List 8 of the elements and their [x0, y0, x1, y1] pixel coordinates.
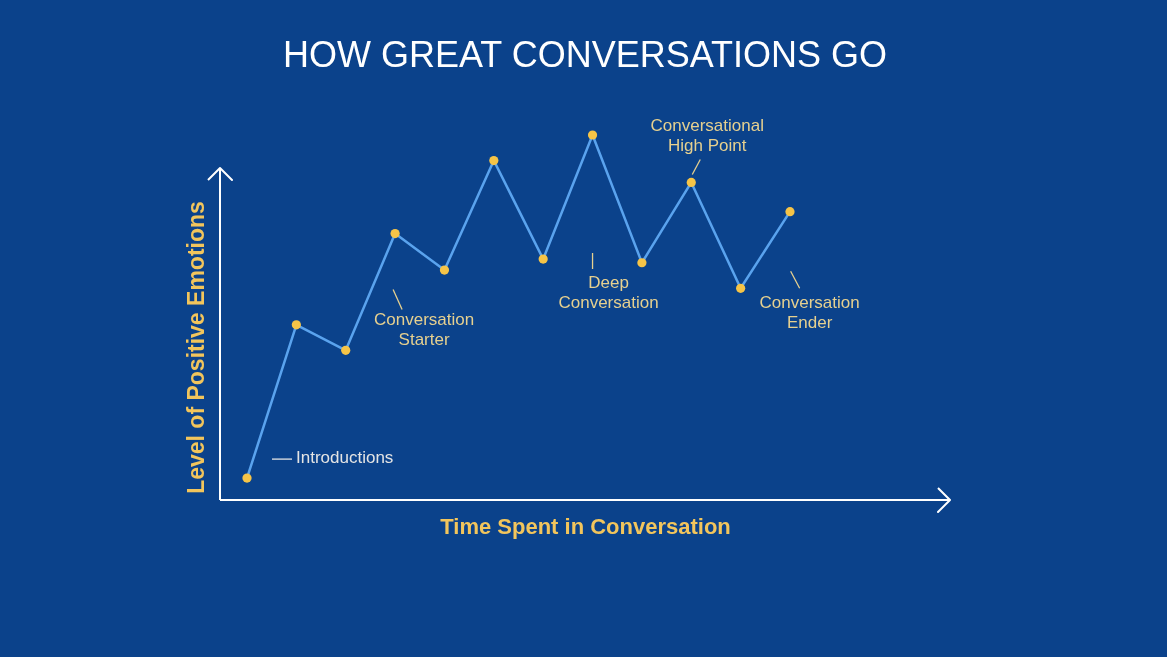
y-axis-title: Level of Positive Emotions [182, 201, 209, 494]
annotation: Conversational High Point [650, 116, 764, 156]
annotation: Introductions [296, 448, 394, 468]
x-axis-title: Time Spent in Conversation [440, 513, 731, 539]
chart-title: HOW GREAT CONVERSATIONS GO [282, 34, 888, 76]
annotation: Deep Conversation [558, 273, 659, 312]
annotation: Conversation Starter [374, 309, 475, 349]
annotation: Conversation Ender [759, 293, 860, 333]
